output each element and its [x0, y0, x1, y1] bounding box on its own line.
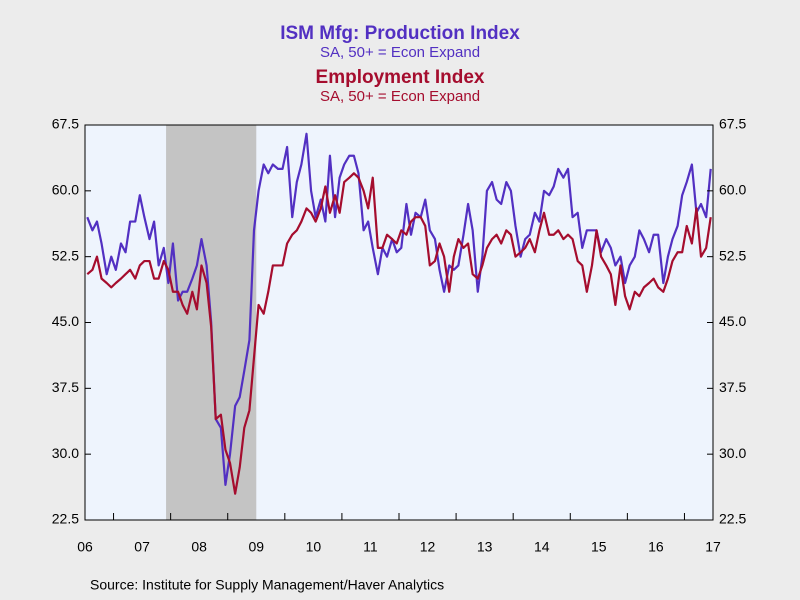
chart-title: Employment Index: [316, 67, 485, 88]
y-tick-label: 30.0: [52, 445, 79, 461]
y-tick-label: 22.5: [52, 511, 79, 527]
y2-tick-label: 60.0: [719, 182, 746, 198]
chart-title: ISM Mfg: Production Index: [280, 23, 520, 44]
line-series: [86, 132, 712, 486]
y2-tick-label: 37.5: [719, 379, 746, 395]
x-tick-label: 09: [248, 539, 264, 555]
x-tick-label: 11: [363, 539, 378, 555]
x-tick-label: 12: [420, 539, 436, 555]
x-tick-label: 15: [591, 539, 607, 555]
y-tick-label: 52.5: [52, 247, 79, 263]
x-tick-label: 13: [477, 539, 493, 555]
y2-tick-label: 52.5: [719, 247, 746, 263]
y-tick-label: 37.5: [52, 379, 79, 395]
x-tick-label: 16: [648, 539, 664, 555]
x-tick-label: 17: [705, 539, 721, 555]
x-tick-label: 08: [191, 539, 207, 555]
y2-tick-label: 22.5: [719, 511, 746, 527]
x-tick-label: 14: [534, 539, 550, 555]
y2-tick-label: 30.0: [719, 445, 746, 461]
y-tick-label: 67.5: [52, 116, 79, 132]
y-tick-label: 45.0: [52, 313, 79, 329]
source-note: Source: Institute for Supply Management/…: [90, 577, 444, 593]
line-series: [86, 172, 712, 495]
x-tick-label: 06: [77, 539, 93, 555]
y-tick-label: 60.0: [52, 182, 79, 198]
x-tick-label: 10: [306, 539, 322, 555]
x-tick-label: 07: [134, 539, 150, 555]
chart-subtitle: SA, 50+ = Econ Expand: [320, 44, 480, 61]
y2-tick-label: 45.0: [719, 313, 746, 329]
chart-subtitle: SA, 50+ = Econ Expand: [320, 88, 480, 105]
y2-tick-label: 67.5: [719, 116, 746, 132]
